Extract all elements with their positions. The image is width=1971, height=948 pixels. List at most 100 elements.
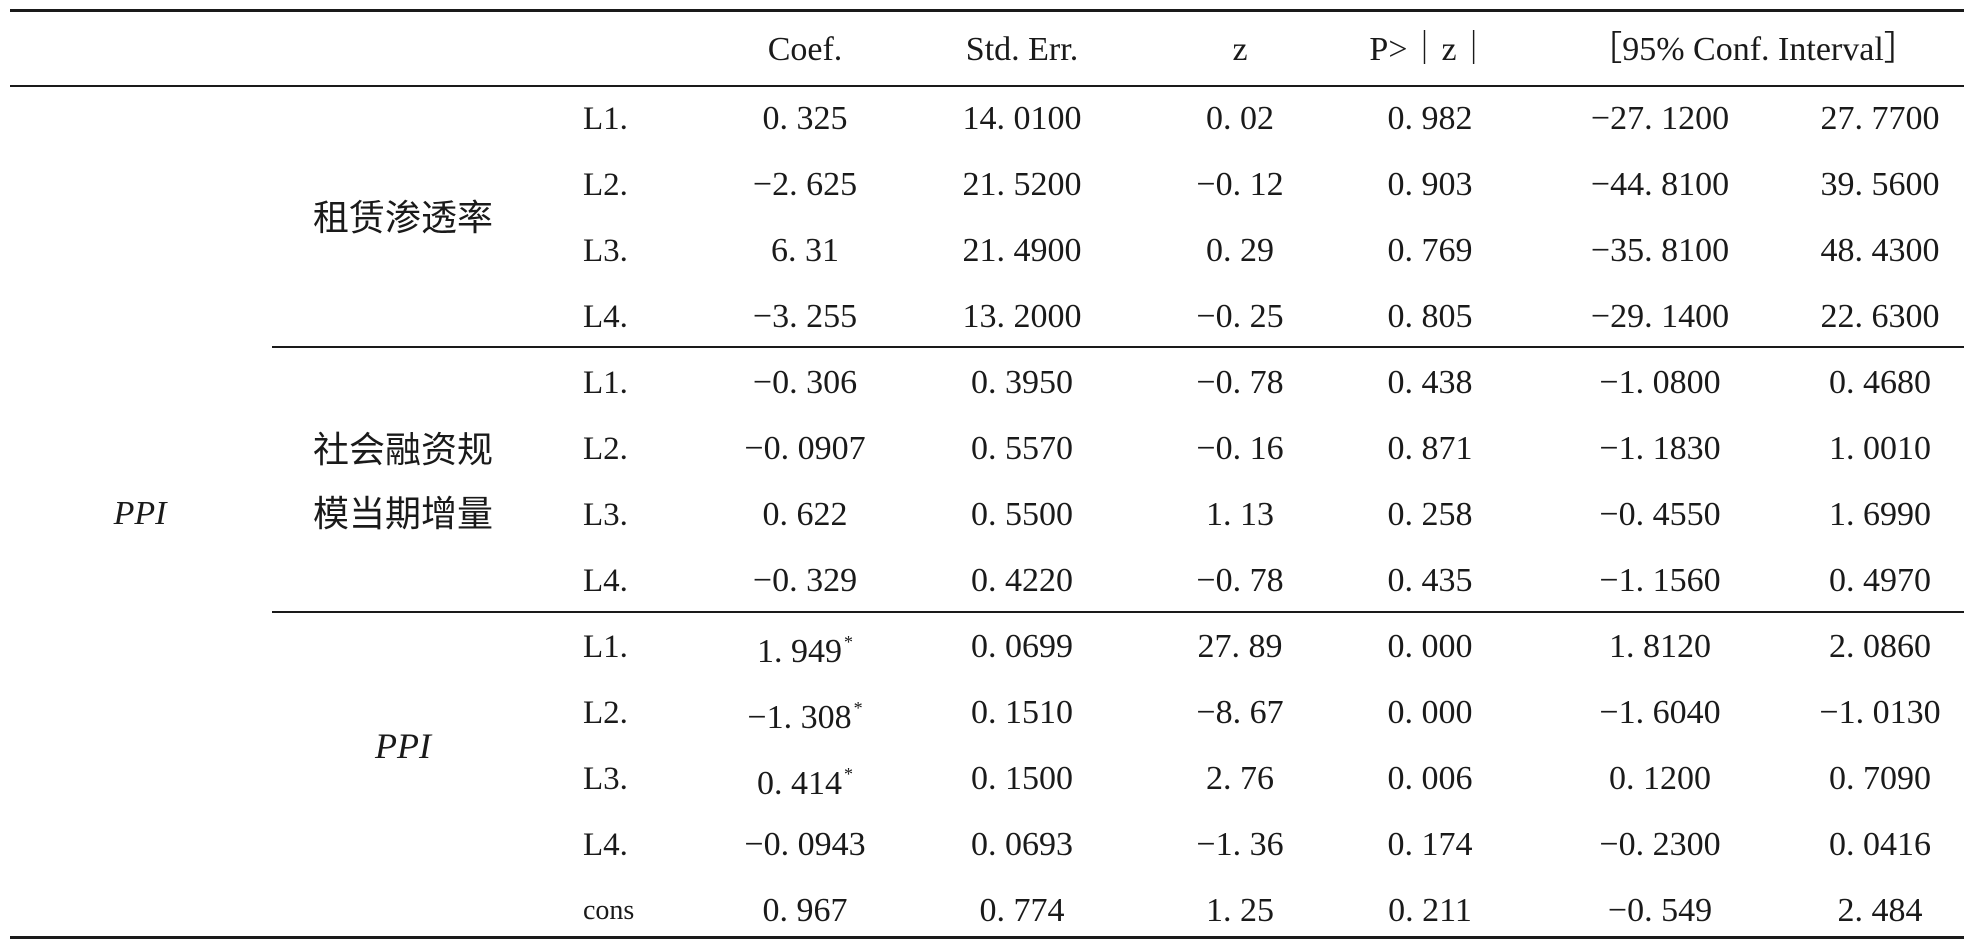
coef-cell: −0. 0907: [744, 429, 865, 469]
coef-value: −3. 255: [752, 298, 858, 335]
header-rule: [10, 85, 1964, 87]
ci-high-value: 22. 6300: [1820, 298, 1940, 335]
p-value: 0. 174: [1387, 826, 1473, 863]
coef-value: 0. 414: [757, 765, 842, 802]
coef-value: −0. 306: [752, 364, 858, 401]
p-value: 0. 769: [1387, 232, 1473, 269]
z-value: −0. 12: [1196, 166, 1284, 203]
ci-low-value: −35. 8100: [1590, 232, 1730, 269]
coef-cell: −0. 306: [753, 363, 857, 403]
coef-cell: 6. 31: [771, 231, 839, 271]
z-value: 0. 29: [1206, 232, 1274, 269]
coef-value: −0. 0907: [744, 430, 866, 467]
std-err-value: 0. 3950: [971, 364, 1073, 401]
group-divider-2: [272, 611, 1964, 613]
significance-star: *: [853, 698, 863, 718]
column-header-p-value: P>｜z｜: [1369, 31, 1491, 68]
coef-value: 0. 325: [762, 100, 848, 137]
ci-low-value: −1. 0800: [1599, 364, 1721, 401]
ci-low-value: −0. 4550: [1599, 496, 1721, 533]
ci-high-value: 2. 0860: [1829, 628, 1931, 665]
significance-star: *: [844, 632, 853, 652]
z-value: −0. 78: [1196, 562, 1284, 599]
ci-high-value: 0. 7090: [1829, 760, 1931, 797]
lag-label: L3.: [583, 761, 628, 797]
ci-high-value: 0. 4970: [1829, 562, 1931, 599]
std-err-value: 21. 4900: [962, 232, 1082, 269]
ci-high-value: 0. 0416: [1829, 826, 1931, 863]
column-header-std-err: Std. Err.: [965, 31, 1079, 68]
coef-cell: 1. 949 *: [757, 622, 853, 672]
z-value: −0. 78: [1196, 364, 1284, 401]
std-err-value: 0. 5570: [971, 430, 1073, 467]
p-value: 0. 435: [1387, 562, 1473, 599]
std-err-value: 0. 0699: [971, 628, 1073, 665]
lag-label: L2.: [583, 695, 628, 731]
column-header-conf-interval: ［95% Conf. Interval］: [1588, 31, 1918, 68]
z-value: −0. 16: [1196, 430, 1284, 467]
coef-cell: 0. 325: [763, 99, 848, 139]
ci-high-value: 0. 4680: [1829, 364, 1931, 401]
ci-low-value: −27. 1200: [1590, 100, 1730, 137]
coef-cell: 0. 622: [763, 495, 848, 535]
group-divider-1: [272, 346, 1964, 348]
std-err-value: 21. 5200: [962, 166, 1082, 203]
lag-label: L3.: [583, 497, 628, 533]
ci-high-value: 39. 5600: [1820, 166, 1940, 203]
ci-low-value: −1. 1560: [1599, 562, 1721, 599]
lag-label: L4.: [583, 563, 628, 599]
std-err-value: 0. 4220: [971, 562, 1073, 599]
ci-low-value: −0. 549: [1607, 892, 1713, 929]
ci-low-value: −0. 2300: [1599, 826, 1721, 863]
coef-value: −2. 625: [752, 166, 858, 203]
group-label-line: 模当期增量: [312, 494, 494, 534]
p-value: 0. 006: [1387, 760, 1473, 797]
p-value: 0. 438: [1387, 364, 1473, 401]
ci-high-value: 1. 6990: [1829, 496, 1931, 533]
ci-low-value: −29. 1400: [1590, 298, 1730, 335]
ci-low-value: −1. 6040: [1599, 694, 1721, 731]
p-value: 0. 258: [1387, 496, 1473, 533]
std-err-value: 0. 1500: [971, 760, 1073, 797]
coef-cell: −2. 625: [753, 165, 857, 205]
ci-high-value: 1. 0010: [1829, 430, 1931, 467]
coef-value: −0. 329: [752, 562, 858, 599]
coef-value: −1. 308: [747, 699, 852, 736]
coef-cell: 0. 967: [763, 891, 848, 931]
coef-value: −0. 0943: [744, 826, 866, 863]
z-value: −8. 67: [1196, 694, 1284, 731]
coef-cell: 0. 414 *: [757, 754, 853, 804]
lag-label: L2.: [583, 431, 628, 467]
coef-cell: −0. 0943: [744, 825, 865, 865]
z-value: 0. 02: [1206, 100, 1274, 137]
p-value: 0. 211: [1388, 892, 1472, 929]
coef-value: 1. 949: [757, 633, 842, 670]
z-value: −0. 25: [1196, 298, 1284, 335]
lag-label: L1.: [583, 365, 628, 401]
std-err-value: 13. 2000: [962, 298, 1082, 335]
std-err-value: 0. 0693: [971, 826, 1073, 863]
coef-cell: −3. 255: [753, 297, 857, 337]
coef-value: 6. 31: [771, 232, 839, 269]
ci-high-value: 48. 4300: [1820, 232, 1940, 269]
z-value: 2. 76: [1206, 760, 1274, 797]
ci-high-value: 27. 7700: [1820, 100, 1940, 137]
p-value: 0. 805: [1387, 298, 1473, 335]
column-header-coef: Coef.: [767, 31, 843, 68]
std-err-value: 0. 5500: [971, 496, 1073, 533]
coef-value: 0. 622: [762, 496, 848, 533]
std-err-value: 0. 1510: [971, 694, 1073, 731]
ci-high-value: 2. 484: [1837, 892, 1923, 929]
ci-low-value: 1. 8120: [1609, 628, 1711, 665]
z-value: 1. 25: [1206, 892, 1274, 929]
lag-label: L4.: [583, 299, 628, 335]
z-value: −1. 36: [1196, 826, 1284, 863]
lag-label: L3.: [583, 233, 628, 269]
z-value: 1. 13: [1206, 496, 1274, 533]
group-label: PPI: [375, 714, 431, 778]
group-label-line: 社会融资规: [312, 430, 494, 470]
dependent-variable-label: PPI: [113, 495, 167, 532]
lag-label: L4.: [583, 827, 628, 863]
ci-high-value: −1. 0130: [1819, 694, 1941, 731]
p-value: 0. 871: [1387, 430, 1473, 467]
